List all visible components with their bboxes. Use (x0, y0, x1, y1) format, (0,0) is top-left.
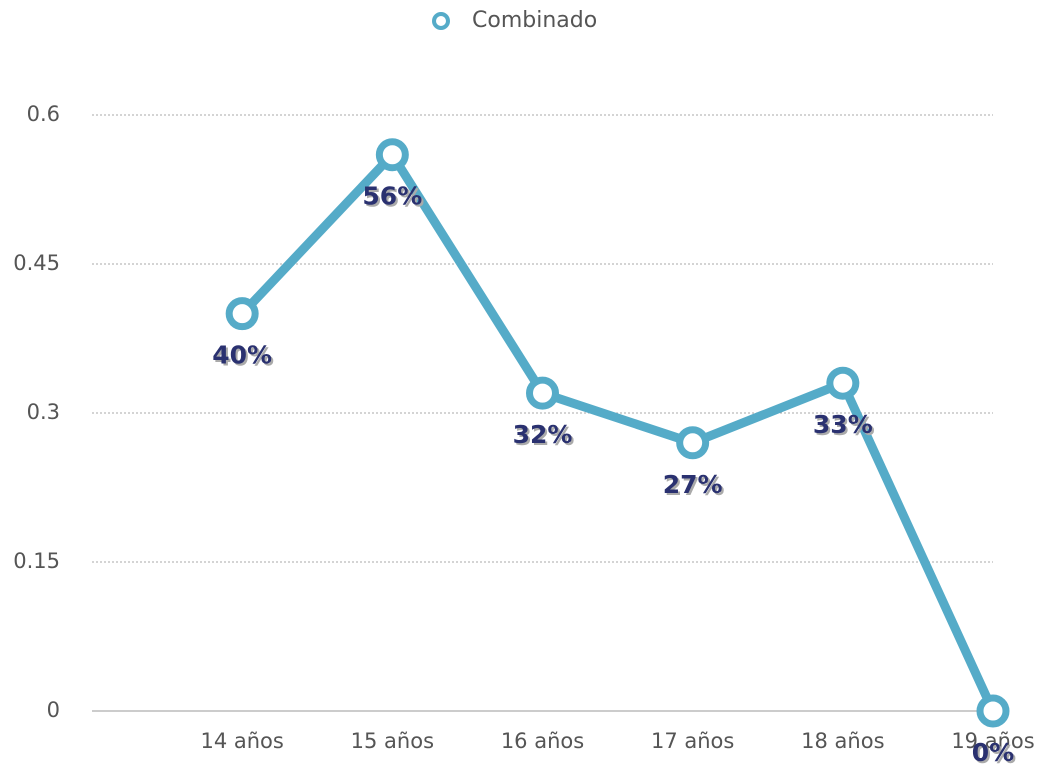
x-tick-label: 15 años (351, 729, 434, 753)
value-label-shadow: 56% (364, 184, 424, 213)
x-tick-label: 19 años (951, 729, 1034, 753)
value-label-shadow: 33% (815, 412, 875, 441)
legend-label: Combinado (472, 8, 597, 33)
value-label-shadow: 27% (665, 472, 725, 501)
value-label: 27% (663, 470, 723, 499)
y-tick-label: 0 (47, 698, 60, 722)
value-label: 32% (513, 420, 573, 449)
series-line (238, 150, 998, 713)
point-marker (826, 366, 860, 400)
value-label-shadow: 40% (214, 343, 274, 372)
value-label: 40% (212, 341, 272, 370)
point-marker (676, 426, 710, 460)
point-marker (225, 297, 259, 331)
value-label-shadow: 32% (515, 422, 575, 451)
y-tick-label: 0.3 (27, 400, 60, 424)
point-marker (526, 376, 559, 410)
point-marker (976, 694, 1010, 728)
x-tick-label: 17 años (651, 729, 734, 753)
value-label: 0% (972, 738, 1014, 767)
y-tick-label: 0.15 (13, 549, 60, 573)
y-tick-label: 0.6 (27, 102, 60, 126)
y-tick-label: 0.45 (13, 251, 60, 275)
point-marker (375, 138, 409, 172)
value-label: 33% (813, 410, 873, 439)
x-tick-label: 14 años (200, 729, 283, 753)
x-tick-label: 18 años (801, 729, 884, 753)
value-label-shadow: 0% (974, 740, 1016, 767)
legend-marker (432, 12, 450, 30)
value-label: 56% (362, 182, 422, 211)
x-tick-label: 16 años (501, 729, 584, 753)
